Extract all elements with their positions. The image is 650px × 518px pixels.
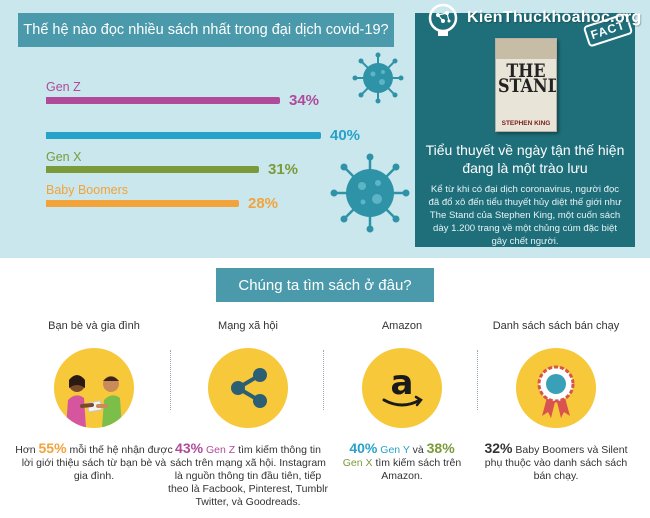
bar-gen-x: [46, 166, 259, 173]
book-title: THE STAND: [498, 59, 556, 94]
site-logo: KienThuckhoahoc.org: [425, 2, 647, 36]
info-title: Tiểu thuyết về ngày tận thế hiện đang là…: [425, 142, 625, 176]
book-title-line2: STAND: [498, 74, 557, 97]
award-circle: [516, 348, 596, 428]
text-body: tìm kiếm sách trên Amazon.: [372, 457, 462, 482]
stat-highlight: 32%: [484, 440, 513, 456]
source-amazon: Amazon a 40% Gen Y và 38% Gen X tìm kiếm …: [322, 320, 482, 483]
bar-baby-boomers: [46, 200, 239, 207]
bar-gen-y: [46, 132, 321, 139]
logo-text: KienThuckhoahoc.org: [467, 9, 642, 26]
source-description: 43% Gen Z tìm kiếm thông tin sách trên m…: [168, 440, 328, 509]
book-cover: THE STAND STEPHEN KING: [495, 38, 557, 132]
source-title: Bạn bè và gia đình: [48, 320, 140, 332]
book-cover-stripe: [496, 39, 556, 59]
info-body: Kể từ khi có đại dịch coronavirus, người…: [428, 184, 622, 247]
text-body: tìm kiếm thông tin sách trên mạng xã hội…: [168, 444, 328, 508]
bar-label: Baby Boomers: [46, 183, 128, 197]
gen-label: Gen Y: [377, 444, 410, 456]
award-ribbon-icon: [537, 365, 575, 418]
stat-highlight: 55%: [38, 440, 67, 456]
source-bestseller-list: Danh sách sách bán chạy 32% Baby Boomers…: [476, 320, 636, 483]
virus-icon: [352, 52, 404, 104]
share-icon: [231, 368, 267, 408]
section-title-text: Chúng ta tìm sách ở đâu?: [238, 276, 412, 294]
divider: [170, 350, 171, 410]
bar-label: Gen X: [46, 150, 82, 164]
bar-gen-z: [46, 97, 280, 104]
bar-percent: 31%: [268, 161, 299, 178]
bar-label: Gen Z: [46, 80, 81, 94]
svg-text:a: a: [391, 363, 414, 403]
source-social-media: Mạng xã hội 43% Gen Z tìm kiếm thông tin…: [168, 320, 328, 509]
gen-label: Gen X: [342, 457, 373, 469]
lightbulb-logo-icon: [428, 3, 458, 36]
bar-percent: 28%: [248, 195, 279, 212]
text-connector: và: [409, 444, 427, 456]
book-title-line1: THE: [506, 59, 546, 82]
share-circle: [208, 348, 288, 428]
source-description: Hơn 55% mỗi thế hệ nhận được lời giới th…: [14, 440, 174, 483]
source-title: Amazon: [381, 320, 423, 332]
source-title: Danh sách sách bán chạy: [492, 320, 620, 332]
stat-highlight: 38%: [426, 440, 455, 456]
text-body: Baby Boomers và Silent phụ thuộc vào dan…: [484, 444, 628, 482]
people-sharing-book-icon: [66, 375, 122, 428]
generation-bar-chart: Gen Z 34% 40% Gen X 31% Baby Boomers 28%: [0, 70, 420, 230]
source-friends-family: Bạn bè và gia đình Hơn 55% mỗi thế hệ nh…: [14, 320, 174, 483]
amazon-circle: a: [362, 348, 442, 428]
divider: [323, 350, 324, 410]
virus-icon: [330, 153, 410, 233]
book-author: STEPHEN KING: [501, 120, 551, 127]
book-info-panel: THE STAND STEPHEN KING FACT Tiểu thuyết …: [415, 12, 635, 247]
question-heading: Thế hệ nào đọc nhiều sách nhất trong đại…: [18, 13, 394, 47]
source-title: Mạng xã hội: [218, 320, 278, 332]
source-description: 32% Baby Boomers và Silent phụ thuộc vào…: [476, 440, 636, 483]
stat-highlight: 43%: [175, 440, 204, 456]
stat-highlight: 40%: [349, 440, 378, 456]
gen-label: Gen Z: [203, 444, 236, 456]
bar-percent: 40%: [330, 127, 361, 144]
divider: [477, 350, 478, 410]
bar-percent: 34%: [289, 92, 320, 109]
source-description: 40% Gen Y và 38% Gen X tìm kiếm sách trên…: [322, 440, 482, 483]
question-text: Thế hệ nào đọc nhiều sách nhất trong đại…: [23, 22, 389, 38]
friends-circle: [54, 348, 134, 428]
section-title: Chúng ta tìm sách ở đâu?: [216, 268, 434, 302]
amazon-logo-icon: a: [382, 363, 423, 407]
text-prefix: Hơn: [15, 444, 39, 456]
text-body: mỗi thế hệ nhận được lời giới thiệu sách…: [21, 444, 173, 482]
